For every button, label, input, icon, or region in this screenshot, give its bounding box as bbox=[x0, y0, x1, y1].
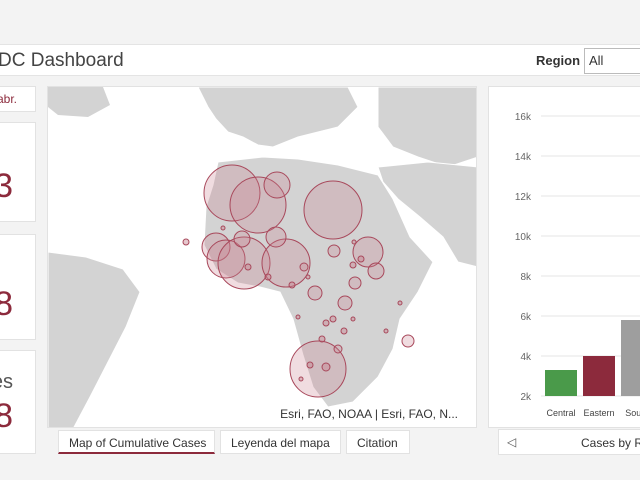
x-tick-label: Central bbox=[546, 408, 575, 418]
y-tick-label: 6k bbox=[520, 312, 532, 323]
region-label: Region bbox=[536, 53, 581, 68]
chart-footer-title: Cases by Re bbox=[581, 436, 640, 450]
previous-arrow-icon[interactable]: ◁ bbox=[507, 435, 517, 449]
stat-value-3: 8 bbox=[0, 397, 13, 435]
stat-value-1: 3 bbox=[0, 167, 13, 205]
stat-value-2: 8 bbox=[0, 285, 13, 323]
x-tick-label: South bbox=[625, 408, 640, 418]
bar-chart-svg: 16k 14k 12k 10k 8k 6k 4k 2k Central Eastern South bbox=[515, 112, 640, 418]
bar-central[interactable] bbox=[545, 370, 577, 396]
stat-label-3: es bbox=[0, 371, 13, 393]
cases-by-region-chart: 16k 14k 12k 10k 8k 6k 4k 2k Central Eastern South bbox=[488, 86, 640, 428]
map-attribution[interactable]: Esri, FAO, NOAA | Esri, FAO, N... bbox=[280, 407, 458, 421]
map-svg bbox=[48, 87, 476, 427]
y-tick-label: 4k bbox=[520, 352, 532, 363]
y-tick-label: 16k bbox=[515, 112, 532, 123]
header-bar: DC Dashboard Region All bbox=[0, 44, 640, 76]
region-select[interactable]: All bbox=[584, 48, 640, 74]
x-tick-label: Eastern bbox=[583, 408, 614, 418]
page-title: DC Dashboard bbox=[0, 50, 124, 71]
y-tick-label: 14k bbox=[515, 152, 532, 163]
tab-leyenda-del-mapa[interactable]: Leyenda del mapa bbox=[220, 430, 341, 454]
y-tick-label: 2k bbox=[520, 392, 532, 403]
y-tick-label: 8k bbox=[520, 272, 532, 283]
y-tick-label: 10k bbox=[515, 232, 532, 243]
stat-card-1: 3 bbox=[0, 122, 36, 222]
bar-eastern[interactable] bbox=[583, 356, 615, 396]
chart-footer: ◁ Cases by Re bbox=[498, 429, 640, 455]
bar-south[interactable] bbox=[621, 320, 640, 396]
tab-map-of-cumulative-cases[interactable]: Map of Cumulative Cases bbox=[58, 430, 215, 454]
stat-card-2: 8 bbox=[0, 234, 36, 340]
abbr-card: abr. bbox=[0, 86, 36, 112]
y-tick-label: 12k bbox=[515, 192, 532, 203]
cases-map[interactable]: Esri, FAO, NOAA | Esri, FAO, N... bbox=[47, 86, 477, 428]
tab-citation[interactable]: Citation bbox=[346, 430, 410, 454]
stat-card-3: es 8 bbox=[0, 350, 36, 454]
